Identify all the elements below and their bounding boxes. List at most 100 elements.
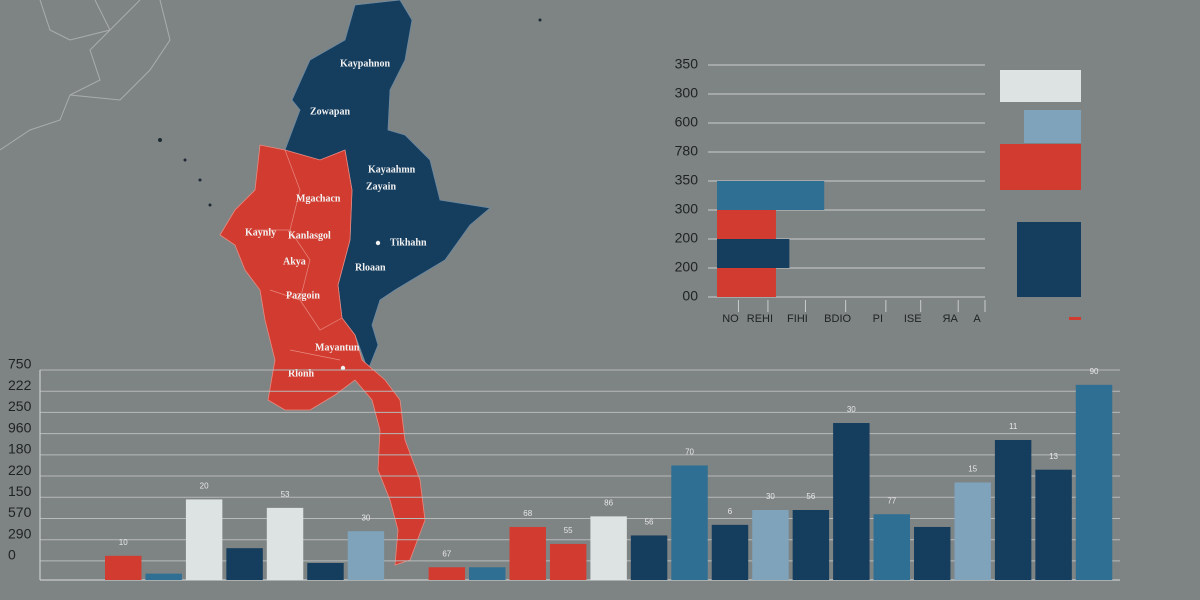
y-category-label: 200 <box>675 230 699 246</box>
bar <box>717 181 825 210</box>
bar <box>717 268 776 297</box>
bar-label: 20 <box>200 482 209 491</box>
y-tick-label: 960 <box>8 419 32 435</box>
region-label: Kaypahnon <box>340 58 390 69</box>
y-category-label: 600 <box>675 114 699 130</box>
bar <box>590 516 627 580</box>
x-tick-label: REHI <box>747 313 773 325</box>
bar <box>711 524 749 580</box>
border-line <box>0 0 111 151</box>
island <box>158 138 162 142</box>
y-category-label: 00 <box>682 288 698 304</box>
bar-label: 13 <box>1049 452 1058 461</box>
y-tick-label: 570 <box>8 504 32 520</box>
bar <box>469 567 506 580</box>
bar <box>145 573 182 580</box>
bar <box>792 510 830 580</box>
legend-blocks <box>1000 70 1081 320</box>
legend-block <box>1000 144 1081 190</box>
bar-label: 67 <box>442 549 451 558</box>
border-line <box>39 0 141 41</box>
bar <box>873 514 910 580</box>
region-label: Kaynly <box>245 227 276 238</box>
bar <box>347 531 385 580</box>
bar-label: 90 <box>1090 367 1099 376</box>
bar-label: 55 <box>564 526 573 535</box>
bar <box>954 482 991 580</box>
islands <box>158 18 542 207</box>
region-label: Kayaahmn <box>368 164 416 175</box>
border-line <box>284 149 343 331</box>
y-category-label: 350 <box>675 172 699 188</box>
legend-block <box>1017 222 1081 297</box>
bar <box>226 548 263 580</box>
bar-label: 68 <box>523 509 532 518</box>
bar <box>717 239 790 268</box>
y-tick-label: 222 <box>8 377 32 393</box>
map-labels: Kaypahnon Zowapan Kayaahmn Zayain Mgachacn Ka… <box>245 58 427 379</box>
x-tick-label: A <box>973 313 981 325</box>
y-tick-label: 250 <box>8 398 32 414</box>
bar <box>717 210 776 239</box>
bar-label: 30 <box>847 405 856 414</box>
bar <box>266 507 304 580</box>
bar <box>752 510 789 580</box>
bar-label: 53 <box>281 490 290 499</box>
city-dot <box>340 365 346 371</box>
bar-label: 56 <box>806 492 815 501</box>
x-tick-label: NO <box>722 313 739 325</box>
x-tick-label: FIHI <box>787 313 808 325</box>
bar-label: 11 <box>1009 422 1018 431</box>
region-label: Zayain <box>366 181 396 192</box>
region-label: Tikhahn <box>390 237 427 248</box>
y-category-label: 200 <box>675 259 699 275</box>
x-tick-label: ЯA <box>943 313 959 325</box>
bar <box>630 535 668 580</box>
legend-block <box>1024 110 1081 143</box>
bar-label: 30 <box>361 513 370 522</box>
bar-label: 70 <box>685 448 694 457</box>
legend-block <box>1000 70 1081 102</box>
region-label: Akya <box>283 256 306 267</box>
map-inner-borders <box>255 149 343 361</box>
bar <box>549 543 587 580</box>
x-tick-label: ISE <box>904 313 922 325</box>
bar <box>1075 384 1113 580</box>
bar <box>307 563 344 580</box>
x-tick-label: BDIO <box>824 313 851 325</box>
bar <box>509 526 546 580</box>
y-category-label: 300 <box>675 85 699 101</box>
island <box>198 178 202 182</box>
bar-label: 30 <box>766 492 775 501</box>
bar-label: 56 <box>645 518 654 527</box>
bar <box>105 555 142 580</box>
region-label: Rloaan <box>355 262 386 273</box>
bar-label: 10 <box>119 538 128 547</box>
region-label: Rlonh <box>288 368 315 379</box>
island <box>183 158 187 162</box>
region-label: Pazgoin <box>286 290 320 301</box>
island <box>208 203 212 207</box>
y-category-label: 780 <box>675 143 699 159</box>
region-label: Mgachacn <box>296 193 341 204</box>
bar <box>428 567 466 580</box>
y-tick-label: 750 <box>8 356 32 372</box>
y-tick-label: 220 <box>8 462 32 478</box>
bar <box>671 465 708 580</box>
bar <box>833 423 870 580</box>
bar <box>994 440 1032 580</box>
legend-block <box>1069 317 1081 320</box>
bar <box>914 526 951 580</box>
region-label: Mayantun <box>315 342 360 353</box>
map-region-west <box>219 144 426 566</box>
y-tick-label: 290 <box>8 525 32 541</box>
border-line <box>255 229 341 361</box>
region-label: Zowapan <box>310 106 350 117</box>
bar-label: 77 <box>887 496 896 505</box>
x-tick-label: PI <box>873 313 883 325</box>
city-dot <box>375 240 381 246</box>
island <box>538 18 542 22</box>
border-line <box>69 0 171 101</box>
